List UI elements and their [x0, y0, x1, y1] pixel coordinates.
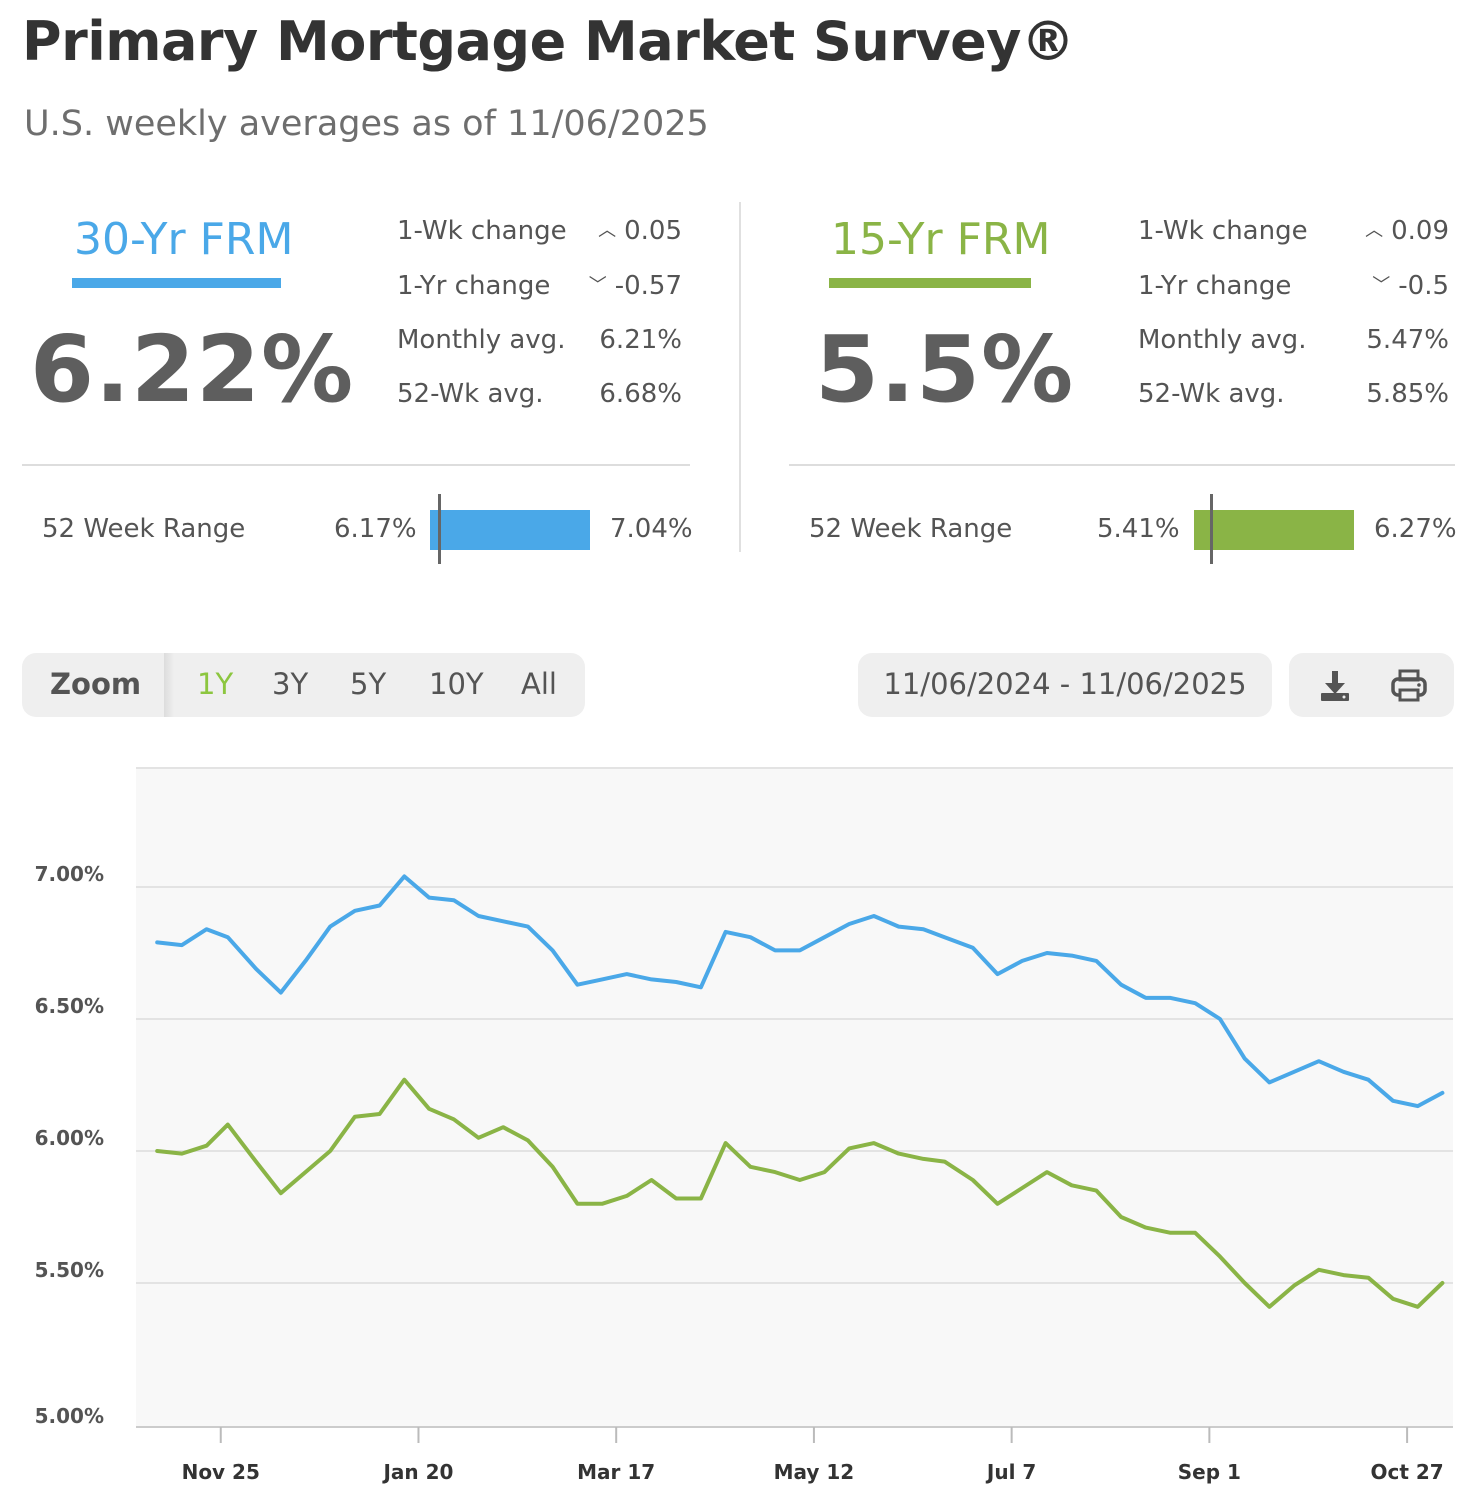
zoom-separator	[164, 653, 174, 717]
chevron-up-icon: ︿	[598, 220, 617, 241]
x-tick-label: Mar 17	[577, 1460, 655, 1484]
frm30-monthly-label: Monthly avg.	[397, 325, 566, 355]
download-button[interactable]	[1313, 663, 1357, 707]
x-tick-label: Jul 7	[985, 1460, 1036, 1484]
frm15-rate: 5.5%	[815, 316, 1075, 423]
frm30-yr-change: ﹀ -0.57	[589, 271, 682, 301]
frm15-yr-change: ﹀ -0.5	[1372, 271, 1449, 301]
frm15-divider	[789, 464, 1455, 466]
zoom-5y-button[interactable]: 5Y	[350, 667, 387, 701]
grid-lines	[136, 767, 1453, 1428]
y-tick-label: 6.00%	[35, 1126, 104, 1150]
frm30-monthly-value: 6.21%	[599, 325, 682, 355]
panel-divider	[739, 202, 741, 552]
chevron-down-icon: ﹀	[588, 275, 607, 296]
chevron-up-icon: ︿	[1365, 220, 1384, 241]
frm30-panel: 30-Yr FRM 6.22% 1-Wk change ︿ 0.05 1-Yr c…	[22, 200, 693, 564]
frm30-wk-change-value: 0.05	[624, 216, 682, 246]
frm30-rate: 6.22%	[30, 316, 355, 423]
frm15-range-bar	[1194, 510, 1354, 550]
page-subtitle: U.S. weekly averages as of 11/06/2025	[24, 104, 709, 144]
download-icon	[1321, 671, 1349, 701]
x-tick-label: Oct 27	[1370, 1460, 1443, 1484]
frm30-wk-change-label: 1-Wk change	[397, 216, 567, 246]
frm15-52wk-value: 5.85%	[1366, 379, 1449, 409]
rate-history-chart: 5.00% 5.50% 6.00% 6.50% 7.00% Nov 25 Jan 20 Ma…	[35, 767, 1453, 1484]
frm15-range-high: 6.27%	[1374, 514, 1457, 544]
frm30-52wk-label: 52-Wk avg.	[397, 379, 544, 409]
frm30-range-label: 52 Week Range	[42, 514, 246, 544]
x-tick-label: Jan 20	[381, 1460, 453, 1484]
frm30-range-low: 6.17%	[334, 514, 417, 544]
frm15-52wk-label: 52-Wk avg.	[1138, 379, 1285, 409]
series-line-15yr	[155, 1077, 1445, 1309]
frm15-yr-change-value: -0.5	[1398, 271, 1449, 301]
frm15-wk-change-label: 1-Wk change	[1138, 216, 1308, 246]
x-tick-label: May 12	[774, 1460, 855, 1484]
frm30-range-high: 7.04%	[610, 514, 693, 544]
zoom-10y-button[interactable]: 10Y	[429, 667, 484, 701]
frm15-label-underline	[829, 278, 1031, 288]
zoom-3y-button[interactable]: 3Y	[272, 667, 309, 701]
frm15-monthly-label: Monthly avg.	[1138, 325, 1307, 355]
plot-background	[136, 768, 1453, 1427]
chart-tools	[1289, 653, 1454, 717]
frm30-range-marker	[438, 494, 442, 564]
y-tick-label: 5.00%	[35, 1404, 104, 1428]
frm15-range-marker	[1209, 494, 1213, 564]
zoom-control: Zoom 1Y 3Y 5Y 10Y All	[22, 653, 585, 717]
x-tick-label: Sep 1	[1178, 1460, 1241, 1484]
print-button[interactable]	[1387, 663, 1431, 707]
zoom-1y-button[interactable]: 1Y	[197, 667, 234, 701]
page-title: Primary Mortgage Market Survey®	[22, 10, 1075, 73]
frm30-wk-change: ︿ 0.05	[598, 216, 682, 246]
series-line-30yr	[155, 874, 1445, 1109]
x-axis: Nov 25 Jan 20 Mar 17 May 12 Jul 7 Sep 1 Oct 27	[182, 1427, 1444, 1484]
date-range-picker[interactable]: 11/06/2024 - 11/06/2025	[858, 653, 1272, 717]
frm15-panel: 15-Yr FRM 5.5% 1-Wk change ︿ 0.09 1-Yr ch…	[789, 200, 1457, 564]
x-tick-label: Nov 25	[182, 1460, 260, 1484]
frm30-label: 30-Yr FRM	[74, 214, 294, 265]
y-tick-label: 7.00%	[35, 862, 104, 886]
frm15-yr-change-label: 1-Yr change	[1138, 271, 1292, 301]
frm15-monthly-value: 5.47%	[1366, 325, 1449, 355]
y-tick-label: 6.50%	[35, 994, 104, 1018]
frm30-range-bar	[430, 510, 590, 550]
print-icon	[1391, 669, 1427, 702]
frm15-range-low: 5.41%	[1097, 514, 1180, 544]
frm30-divider	[22, 464, 690, 466]
frm15-label: 15-Yr FRM	[831, 214, 1051, 265]
frm15-wk-change-value: 0.09	[1391, 216, 1449, 246]
zoom-label: Zoom	[50, 667, 142, 701]
zoom-all-button[interactable]: All	[521, 667, 557, 701]
frm30-yr-change-value: -0.57	[614, 271, 682, 301]
date-range-text: 11/06/2024 - 11/06/2025	[883, 667, 1247, 701]
y-tick-label: 5.50%	[35, 1258, 104, 1282]
frm15-range-label: 52 Week Range	[809, 514, 1013, 544]
frm30-52wk-value: 6.68%	[599, 379, 682, 409]
y-axis: 5.00% 5.50% 6.00% 6.50% 7.00%	[35, 862, 104, 1428]
frm15-wk-change: ︿ 0.09	[1365, 216, 1449, 246]
series	[155, 874, 1445, 1309]
chevron-down-icon: ﹀	[1372, 275, 1391, 296]
frm30-label-underline	[72, 278, 281, 288]
frm30-yr-change-label: 1-Yr change	[397, 271, 551, 301]
